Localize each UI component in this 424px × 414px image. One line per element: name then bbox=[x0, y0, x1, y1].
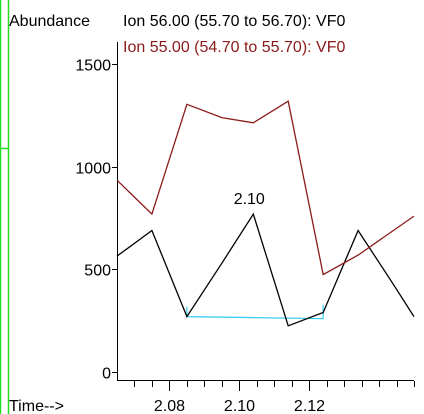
time-axis-label: Time--> bbox=[9, 398, 64, 414]
x-tick-label: 2.10 bbox=[224, 398, 255, 414]
y-tick-label: 1000 bbox=[75, 161, 111, 178]
x-tick-label: 2.08 bbox=[154, 398, 185, 414]
peak-annotation: 2.10 bbox=[234, 191, 265, 208]
series-line-ion-55 bbox=[116, 100, 415, 276]
peak-baseline bbox=[186, 304, 324, 320]
x-tick-label: 2.12 bbox=[294, 398, 325, 414]
y-tick-label: 0 bbox=[102, 366, 111, 383]
ion-55-label: Ion 55.00 (54.70 to 55.70): VF0 bbox=[123, 39, 345, 56]
abundance-label: Abundance bbox=[9, 13, 90, 30]
y-tick-label: 500 bbox=[84, 263, 111, 280]
ion-56-label: Ion 56.00 (55.70 to 56.70): VF0 bbox=[123, 13, 345, 30]
y-tick-label: 1500 bbox=[75, 58, 111, 75]
series-line-ion-56 bbox=[116, 212, 415, 327]
